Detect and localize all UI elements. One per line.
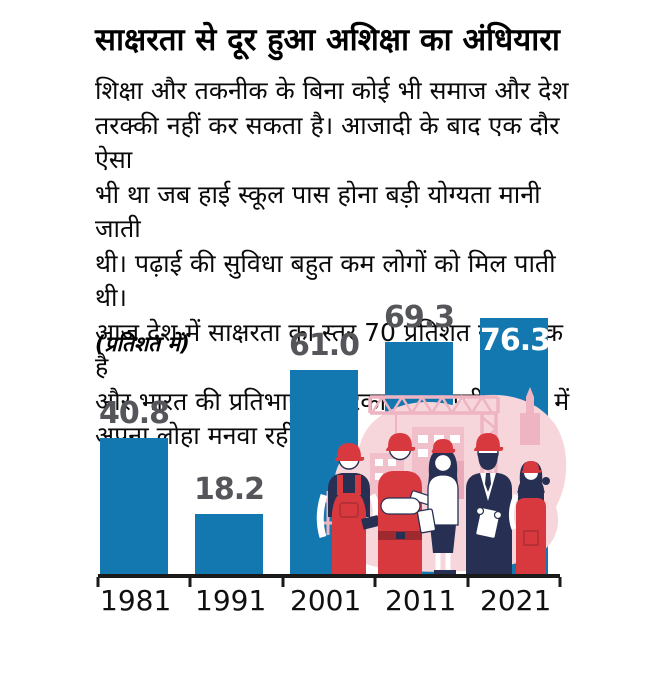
bar-value-label: 18.2	[193, 472, 265, 507]
worker-woman-pinafore	[508, 461, 550, 577]
axis-tick-mark	[466, 577, 470, 587]
unit-note: (प्रतिशत में)	[95, 332, 190, 356]
bar-column-1981: 40.8	[98, 396, 170, 575]
bar-value-label: 40.8	[98, 396, 170, 431]
bar-value-label: 69.3	[383, 300, 455, 335]
headline: साक्षरता से दूर हुआ अशिक्षा का अंधियारा	[95, 22, 560, 58]
x-tick-label: 2011	[385, 584, 457, 617]
x-axis-labels: 1981 1991 2001 2011 2021	[100, 584, 552, 617]
x-tick-label: 2021	[480, 584, 552, 617]
axis-tick-mark	[281, 577, 285, 587]
axis-tick-mark	[373, 577, 377, 587]
bar-value-label: 61.0	[288, 328, 360, 363]
worker-mechanic	[316, 443, 380, 577]
construction-workers-illustration	[316, 387, 567, 577]
x-tick-label: 2001	[290, 584, 362, 617]
bar-column-1991: 18.2	[193, 472, 265, 575]
worker-foreman	[378, 433, 431, 577]
x-axis	[96, 574, 562, 587]
axis-tick-mark	[96, 577, 100, 587]
worker-woman-engineer	[416, 439, 459, 576]
tower-spire-icon	[520, 387, 540, 445]
worker-architect-suit	[466, 433, 512, 577]
axis-tick-mark	[188, 577, 192, 587]
x-tick-label: 1981	[100, 584, 172, 617]
bar	[195, 514, 263, 575]
axis-tick-mark	[558, 577, 562, 587]
x-tick-label: 1991	[195, 584, 267, 617]
bar	[100, 438, 168, 575]
bar-value-label: 76.3	[480, 323, 551, 358]
